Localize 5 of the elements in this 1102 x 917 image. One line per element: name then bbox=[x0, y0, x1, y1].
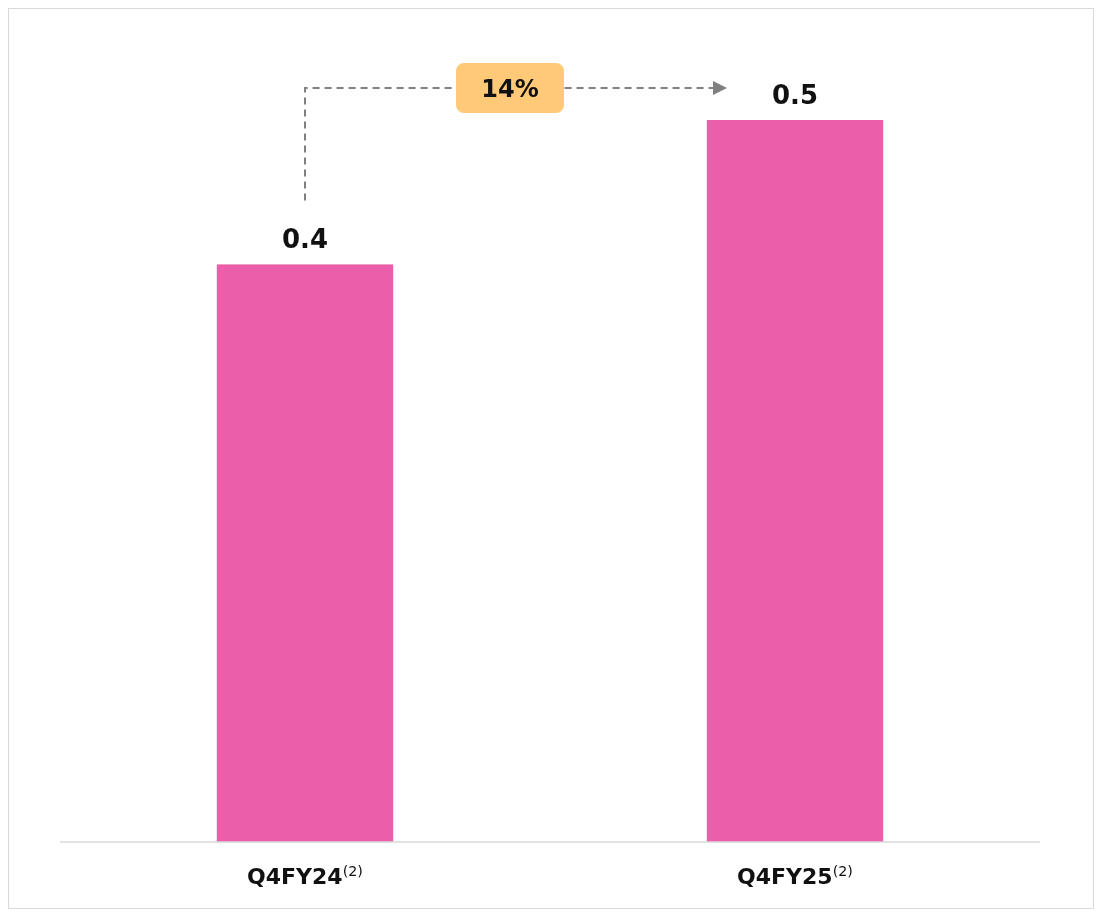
text: 14% bbox=[481, 75, 539, 103]
data-label: 0.5 bbox=[771, 80, 819, 110]
data-label: 0.4 bbox=[281, 224, 329, 255]
x-tick-label: Q4FY25$^{(2)}$ bbox=[737, 863, 853, 889]
x-tick-label: Q4FY24$^{(2)}$ bbox=[247, 863, 363, 889]
